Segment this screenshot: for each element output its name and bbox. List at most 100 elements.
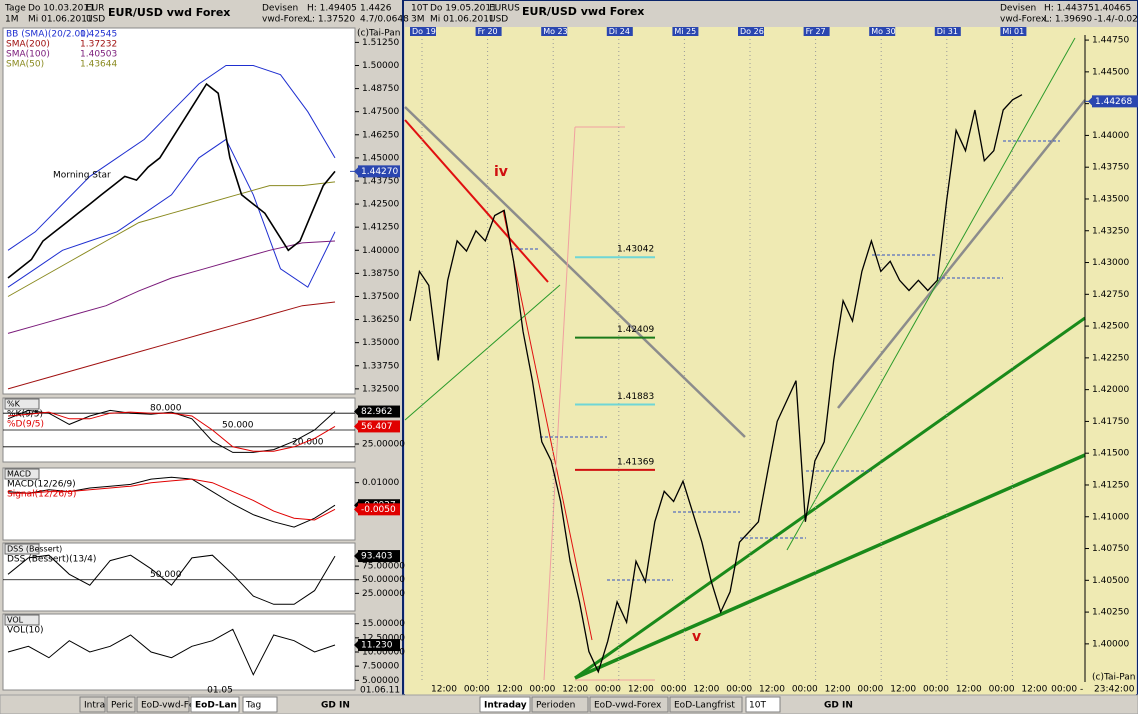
tab-label[interactable]: EoD-vwd-Forex [594,701,662,711]
x-tick-label: 12:00 [1021,685,1047,695]
period: Tage [4,4,26,14]
tab-label[interactable]: Perioden [536,701,575,711]
date-to: Mi 01.06.2011 [28,15,93,25]
indicator-tab [4,398,40,410]
clock: 23:42:00 [1094,685,1135,695]
x-tick-label: 01.05 [207,686,233,696]
y-tick-label: 1.44750 [1092,36,1129,46]
currency: EUR [86,4,105,14]
y-tick-label: 1.44500 [1092,67,1129,77]
tab[interactable] [479,696,531,713]
overlay-line [7,138,336,288]
trend-line [502,209,593,641]
toolbar-button[interactable]: IN [842,701,853,711]
period: 10T [411,4,428,14]
period-label[interactable]: Tag [245,701,261,711]
value-label: -0.0050 [361,505,396,515]
y-tick-label: 1.37500 [362,292,399,302]
level-label: 20.000 [292,437,324,447]
tab-label[interactable]: EoD-Lan [195,701,237,711]
tab-label[interactable]: EoD-Langfrist [674,701,735,711]
y-tick-label: 1.42250 [1092,353,1129,363]
trend-line [837,99,1086,409]
trend-line [574,453,1086,680]
legend-value: 1.43644 [80,60,117,70]
x-tick-label: 12:00 [956,685,982,695]
overlay-line [7,65,336,251]
legend-entry: SMA(100) [6,50,50,60]
day-label: Di 24 [609,27,630,36]
high: H: 1.44375 [1044,4,1094,14]
day-label-box [475,27,502,36]
toolbar-button[interactable]: GD [321,701,336,711]
fib-label: 1.41883 [617,392,654,402]
period-label[interactable]: 10T [749,701,766,711]
tab-label[interactable]: Intraday [484,701,527,711]
x-tick-label: 00:00 [923,685,949,695]
current-price-pointer [354,167,358,176]
day-label-box [803,27,830,36]
x-tick-label: 00:00 [989,685,1015,695]
x-tick-label: 12:00 [497,685,523,695]
day-label: Fr 27 [806,27,826,36]
indicator-tab [4,543,40,555]
indicator-panel [2,542,356,612]
legend-entry: BB (SMA)(20/2.00) [6,30,89,40]
value-label-box [358,503,400,516]
date-from: Do 10.03.2011 [28,4,95,14]
overlay-line [7,181,336,297]
day-label-box [606,27,633,36]
tab[interactable] [190,696,240,713]
y-tick-label: 1.35000 [362,338,399,348]
tab[interactable] [79,696,106,713]
fib-label: 1.42409 [617,325,654,335]
tab[interactable] [106,696,136,713]
indicator-tab [4,614,40,626]
legend-entry: Signal(12/26/9) [7,490,76,500]
period-select[interactable] [745,696,781,713]
range: 3M [411,15,425,25]
indicator-line [7,554,336,605]
high: H: 1.49405 [307,4,357,14]
y-tick-label: 1.43750 [1092,163,1129,173]
price-line [7,82,336,279]
y-tick-label: 1.42500 [1092,322,1129,332]
y-tick-label: 1.40000 [1092,639,1129,649]
y-tick-label: 1.43000 [1092,258,1129,268]
current-price: 1.44270 [361,167,398,177]
y-tick-label: 1.40500 [1092,576,1129,586]
value-label-box [358,550,400,563]
day-label: Mi 01 [1002,27,1024,36]
y-tick-label: 1.42750 [1092,290,1129,300]
value-label: 82.962 [361,407,393,417]
value-label-pointer [354,422,358,431]
toolbar-button[interactable]: IN [339,701,350,711]
x-tick-label: 12:00 [890,685,916,695]
y-tick-label: 50.00000 [362,575,405,585]
toolbar-button[interactable]: GD [824,701,839,711]
y-tick-label: 1.41500 [1092,449,1129,459]
tab[interactable] [136,696,190,713]
source: vwd-Forex [1000,15,1047,25]
x-tick-label: 00:00 [529,685,555,695]
tab-label[interactable]: Peric [111,701,133,711]
tab-label[interactable]: Intra [84,701,105,711]
date-to: Mi 01.06.2011 [430,15,495,25]
y-tick-label: 1.40000 [362,246,399,256]
tab[interactable] [669,696,743,713]
y-tick-label: 25.00000 [362,440,405,450]
y-tick-label: 0.01000 [362,478,399,488]
x-tick-label: 00:00 - [1051,685,1083,695]
level-label: 80.000 [150,404,182,414]
legend-entry: SMA(50) [6,60,44,70]
tab[interactable] [589,696,669,713]
legend-entry: DSS (Bessert)(13/4) [7,555,96,565]
tab-label[interactable]: EoD-vwd-Fc [141,701,194,711]
copyright: (c)Tai-Pan [357,29,400,39]
period-select[interactable] [242,696,278,713]
x-tick-label: 00:00 [661,685,687,695]
x-tick-label: 00:00 [857,685,883,695]
y-tick-label: 25.00000 [362,589,405,599]
y-tick-label: 1.33750 [362,361,399,371]
tab[interactable] [531,696,589,713]
